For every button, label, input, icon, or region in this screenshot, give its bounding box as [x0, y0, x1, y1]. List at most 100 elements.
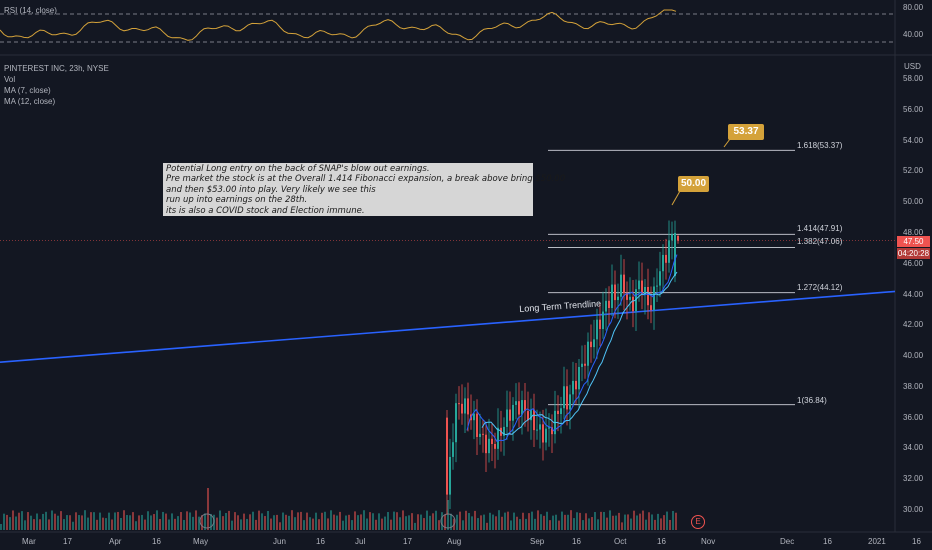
volume-bar: [249, 514, 251, 530]
candle-body: [632, 296, 634, 312]
candle-body: [506, 409, 508, 427]
volume-bar: [252, 511, 254, 530]
candle-body: [617, 296, 619, 301]
symbol-legend[interactable]: PINTEREST INC, 23h, NYSE: [4, 64, 109, 73]
volume-bar: [168, 519, 170, 530]
y-tick-label: 42.00: [903, 320, 924, 330]
note-annotation[interactable]: Potential Long entry on the back of SNAP…: [163, 163, 565, 216]
callout-pointer: [671, 190, 681, 206]
volume-bar: [450, 513, 452, 530]
volume-bar: [210, 513, 212, 530]
volume-bar: [444, 514, 446, 530]
volume-bar: [363, 510, 365, 530]
volume-bar: [276, 514, 278, 530]
volume-bar: [18, 512, 20, 530]
candle-body: [476, 413, 478, 437]
rsi-line: [0, 9, 677, 41]
volume-bar: [492, 514, 494, 530]
volume-bar: [12, 510, 14, 530]
candle-body: [635, 289, 637, 312]
candle-body: [665, 254, 667, 263]
volume-bar: [546, 511, 548, 530]
volume-bar: [369, 512, 371, 530]
x-tick-label: Apr: [109, 537, 122, 546]
volume-bar: [519, 519, 521, 530]
volume-bar: [558, 520, 560, 530]
volume-bar: [231, 520, 233, 530]
earnings-marker-icon[interactable]: E: [691, 515, 705, 529]
volume-bar: [621, 522, 623, 530]
volume-bar: [222, 516, 224, 530]
volume-bar: [273, 515, 275, 530]
candle-body: [458, 403, 460, 405]
volume-bar: [261, 513, 263, 530]
ma12-legend[interactable]: MA (12, close): [4, 97, 56, 106]
volume-bar: [45, 511, 47, 530]
candle-body: [575, 380, 577, 390]
volume-bar: [9, 517, 11, 530]
x-tick-label: Jul: [355, 537, 366, 546]
volume-bar: [204, 513, 206, 530]
candle-body: [563, 386, 565, 409]
volume-bar: [6, 514, 8, 530]
volume-bar: [345, 515, 347, 530]
volume-bar: [573, 518, 575, 530]
x-tick-label: Sep: [530, 537, 545, 546]
volume-bar: [291, 510, 293, 530]
volume-bar: [498, 510, 500, 530]
volume-bar: [432, 513, 434, 530]
candle-body: [497, 427, 499, 449]
volume-bar: [270, 518, 272, 530]
x-tick-label: Nov: [701, 537, 716, 546]
volume-bar: [93, 512, 95, 530]
volume-bar: [336, 515, 338, 530]
volume-bar: [465, 510, 467, 530]
volume-bar: [33, 519, 35, 530]
candle-body: [530, 409, 532, 421]
volume-bar: [300, 511, 302, 530]
volume-bar: [429, 515, 431, 530]
note-line: and then $53.00 into play. Very likely w…: [166, 184, 376, 195]
volume-bar: [216, 517, 218, 530]
callout-target-1[interactable]: 50.00: [678, 176, 709, 192]
volume-bar: [531, 511, 533, 530]
y-tick-label: 58.00: [903, 74, 924, 83]
candle-body: [467, 398, 469, 415]
volume-bar: [225, 513, 227, 530]
volume-bar: [351, 520, 353, 530]
volume-bar: [51, 510, 53, 530]
candle-body: [539, 424, 541, 430]
volume-bar: [267, 510, 269, 530]
candle-body: [593, 339, 595, 348]
volume-bar: [417, 514, 419, 530]
volume-bar: [138, 515, 140, 530]
candle-body: [638, 280, 640, 290]
candle-body: [446, 417, 448, 495]
volume-bar: [672, 510, 674, 530]
candle-body: [494, 443, 496, 449]
volume-bar: [186, 511, 188, 530]
candle-body: [677, 236, 679, 241]
volume-bar: [240, 519, 242, 530]
volume-bar: [594, 512, 596, 530]
volume-bar: [579, 512, 581, 530]
volume-bar: [258, 510, 260, 530]
callout-target-2[interactable]: 53.37: [728, 124, 764, 140]
volume-bar: [480, 515, 482, 530]
volume-bar: [486, 522, 488, 530]
volume-bar: [447, 500, 449, 530]
x-tick-label: Jun: [273, 537, 286, 546]
y-tick-label: 46.00: [903, 258, 924, 268]
volume-bar: [627, 514, 629, 530]
volume-bar: [243, 513, 245, 530]
volume-bar: [507, 511, 509, 530]
volume-bar: [324, 511, 326, 530]
volume-bar: [333, 514, 335, 530]
candle-body: [473, 413, 475, 421]
volume-bar: [132, 512, 134, 530]
volume-bar: [399, 517, 401, 530]
vol-legend[interactable]: Vol: [4, 75, 16, 84]
volume-bar: [306, 512, 308, 530]
ma7-legend[interactable]: MA (7, close): [4, 86, 51, 95]
